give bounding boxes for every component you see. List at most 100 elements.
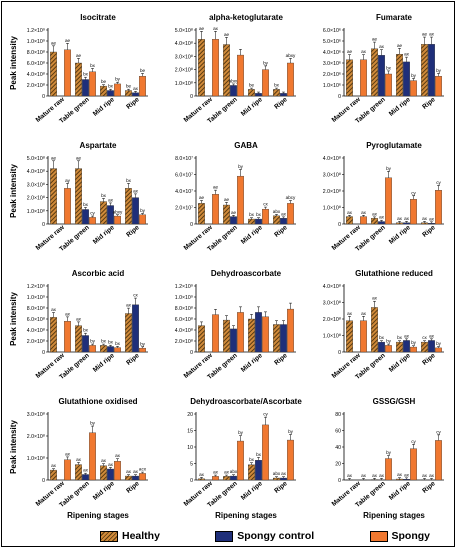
significance-label: bx [249, 212, 255, 217]
y-axis-label: Peak intensity [9, 164, 18, 218]
significance-label: ax [361, 210, 367, 215]
chart-panel: Aspartate Peak intensity 0 1.0×10⁸ 2.0×10⁸ 3.… [8, 136, 154, 264]
y-tick-label: 5.0×10⁸ [27, 156, 45, 162]
legend-swatch-spongy [369, 530, 388, 542]
significance-label: by [386, 339, 392, 344]
x-tick-label: Ripe [125, 96, 141, 111]
significance-label: ax [199, 472, 205, 477]
bar [248, 318, 255, 353]
x-tick-label: Ripe [273, 352, 289, 367]
bar [100, 201, 107, 225]
significance-label: bx [83, 328, 89, 333]
bar [248, 89, 255, 97]
y-tick-label: 4.0×10⁸ [323, 156, 341, 162]
x-tick-label: Mid ripe [388, 480, 412, 502]
bar [237, 440, 244, 481]
bar [410, 346, 417, 353]
significance-label: ax [372, 473, 378, 478]
bar [385, 345, 392, 353]
bar [114, 347, 121, 353]
y-tick-label: 6.0×10⁶ [323, 28, 341, 34]
significance-label: ae [51, 40, 57, 45]
bar [89, 71, 96, 97]
significance-label: ax [422, 473, 428, 478]
y-tick-label: 5.0×10⁸ [175, 28, 193, 34]
y-tick-label: 4.0×10⁷ [175, 189, 193, 195]
bar [125, 313, 132, 353]
significance-label: ax [422, 216, 428, 221]
significance-label: cy [90, 211, 95, 216]
significance-label: by [386, 450, 392, 455]
significance-label: by [115, 77, 121, 82]
bar [396, 478, 403, 481]
y-tick-label: 0 [190, 222, 193, 228]
bar [410, 80, 417, 97]
significance-label: ax [115, 453, 121, 458]
significance-label: ax [429, 32, 435, 37]
y-tick-label: 2.0×10⁶ [323, 72, 341, 78]
significance-label: ae [65, 38, 71, 43]
bar [64, 459, 71, 481]
bar [223, 204, 230, 225]
legend-item-spongy-control: Spongy control [215, 530, 314, 542]
significance-label: ax [108, 197, 114, 202]
bar [64, 321, 71, 353]
y-tick-label: 3.0×10⁸ [27, 412, 45, 418]
y-tick-label: 0 [338, 94, 341, 100]
bar [421, 341, 428, 353]
bar [75, 168, 82, 225]
bar [273, 324, 280, 353]
significance-label: ax [404, 52, 410, 57]
y-tick-label: 1.0×10⁸ [27, 209, 45, 215]
chart-panel: Dehydroascorbate 0 2.0×10⁸ 4.0×10⁸ 6.0×10⁸ 8.… [156, 264, 302, 392]
significance-label: bx [379, 335, 385, 340]
y-tick-label: 0 [190, 94, 193, 100]
significance-label: by [411, 73, 417, 78]
bar [237, 312, 244, 353]
significance-label: by [238, 430, 244, 435]
y-tick-label: 0 [42, 478, 45, 484]
significance-label: abx [230, 469, 238, 474]
significance-label: ax [213, 26, 219, 31]
significance-label: abx [273, 471, 281, 476]
bar [428, 44, 435, 97]
bar [223, 476, 230, 481]
y-tick-label: 0 [42, 350, 45, 356]
bar [139, 76, 146, 97]
bar [50, 168, 57, 225]
bar [198, 478, 205, 481]
bar [114, 215, 121, 225]
chart-svg: Dehydroascorbate 0 2.0×10⁸ 4.0×10⁸ 6.0×10⁸ 8.… [175, 269, 296, 381]
bar [139, 473, 146, 481]
y-tick-label: 1.0×10⁸ [323, 206, 341, 212]
bar [64, 49, 71, 97]
significance-label: ae [422, 32, 428, 37]
y-tick-label: 1.2×10⁹ [27, 284, 45, 290]
chart-panel: GABA 0 2.0×10⁷ 4.0×10⁷ 6.0×10⁷ 8.0×10⁷ ae ae Mat… [156, 136, 302, 264]
y-tick-label: 2.0×10⁸ [27, 196, 45, 202]
significance-label: ax [361, 473, 367, 478]
x-tick-label: Mid ripe [388, 224, 412, 246]
bar [100, 345, 107, 353]
significance-label: ax [133, 469, 139, 474]
bar [82, 209, 89, 225]
chart-title: Fumarate [376, 13, 413, 22]
significance-label: cy [411, 190, 416, 195]
x-tick-label: Ripe [125, 224, 141, 239]
significance-label: by [436, 341, 442, 346]
bar [262, 424, 269, 481]
bar [82, 335, 89, 353]
x-axis-label: Ripening stages [215, 511, 277, 520]
bar [385, 73, 392, 97]
significance-label: ax [404, 216, 410, 221]
bar [125, 475, 132, 481]
y-tick-label: 3.0×10⁸ [175, 54, 193, 60]
y-tick-label: 80 [335, 412, 341, 418]
chart-panel: alpha-ketoglutarate 0 1.0×10⁸ 2.0×10⁸ 3.0×10… [156, 8, 302, 136]
significance-label: bx [90, 63, 96, 68]
significance-label: ae [76, 53, 82, 58]
y-axis-label: Peak intensity [9, 292, 18, 346]
significance-label: ax [361, 49, 367, 54]
significance-label: cy [436, 429, 441, 434]
